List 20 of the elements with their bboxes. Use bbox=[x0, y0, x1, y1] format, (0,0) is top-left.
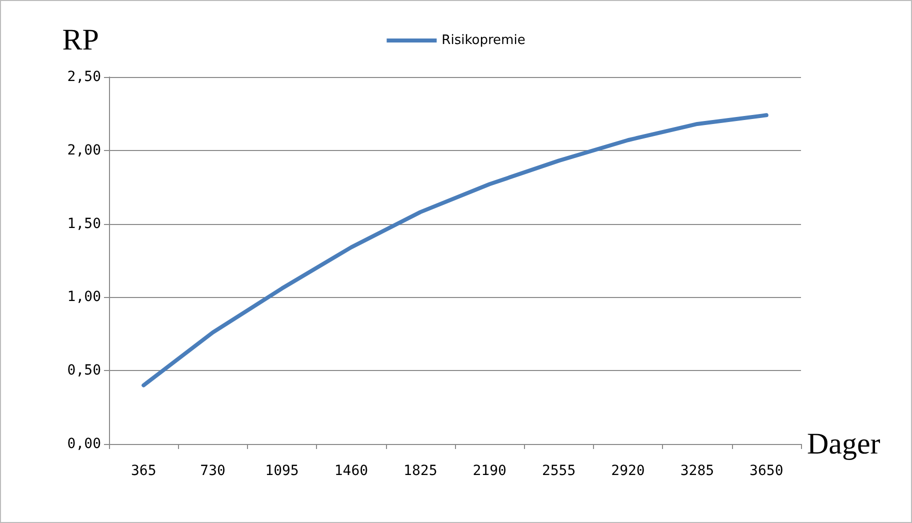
x-tick-label: 365 bbox=[130, 463, 156, 479]
x-tick-label: 1460 bbox=[334, 463, 368, 479]
x-tick-label: 2920 bbox=[611, 463, 645, 479]
x-tick-label: 2555 bbox=[542, 463, 576, 479]
y-tick-label: 2,50 bbox=[67, 69, 101, 85]
x-tick-label: 2190 bbox=[472, 463, 506, 479]
x-axis-title: Dager bbox=[807, 428, 880, 460]
x-tick-label: 1825 bbox=[404, 463, 438, 479]
x-tick-label: 3650 bbox=[750, 463, 784, 479]
y-tick-label: 1,00 bbox=[67, 289, 101, 306]
y-tick-label: 0,00 bbox=[67, 436, 101, 452]
legend-label: Risikopremie bbox=[442, 33, 526, 48]
x-tick-label: 3285 bbox=[680, 463, 714, 479]
line-series bbox=[142, 113, 768, 388]
y-tick-label: 0,50 bbox=[67, 362, 101, 379]
x-tick-label: 730 bbox=[200, 463, 226, 479]
x-tick-label: 1095 bbox=[265, 463, 299, 479]
y-tick-label: 1,50 bbox=[67, 216, 101, 232]
y-axis-title: RP bbox=[62, 24, 99, 56]
y-tick-label: 2,00 bbox=[67, 142, 101, 158]
